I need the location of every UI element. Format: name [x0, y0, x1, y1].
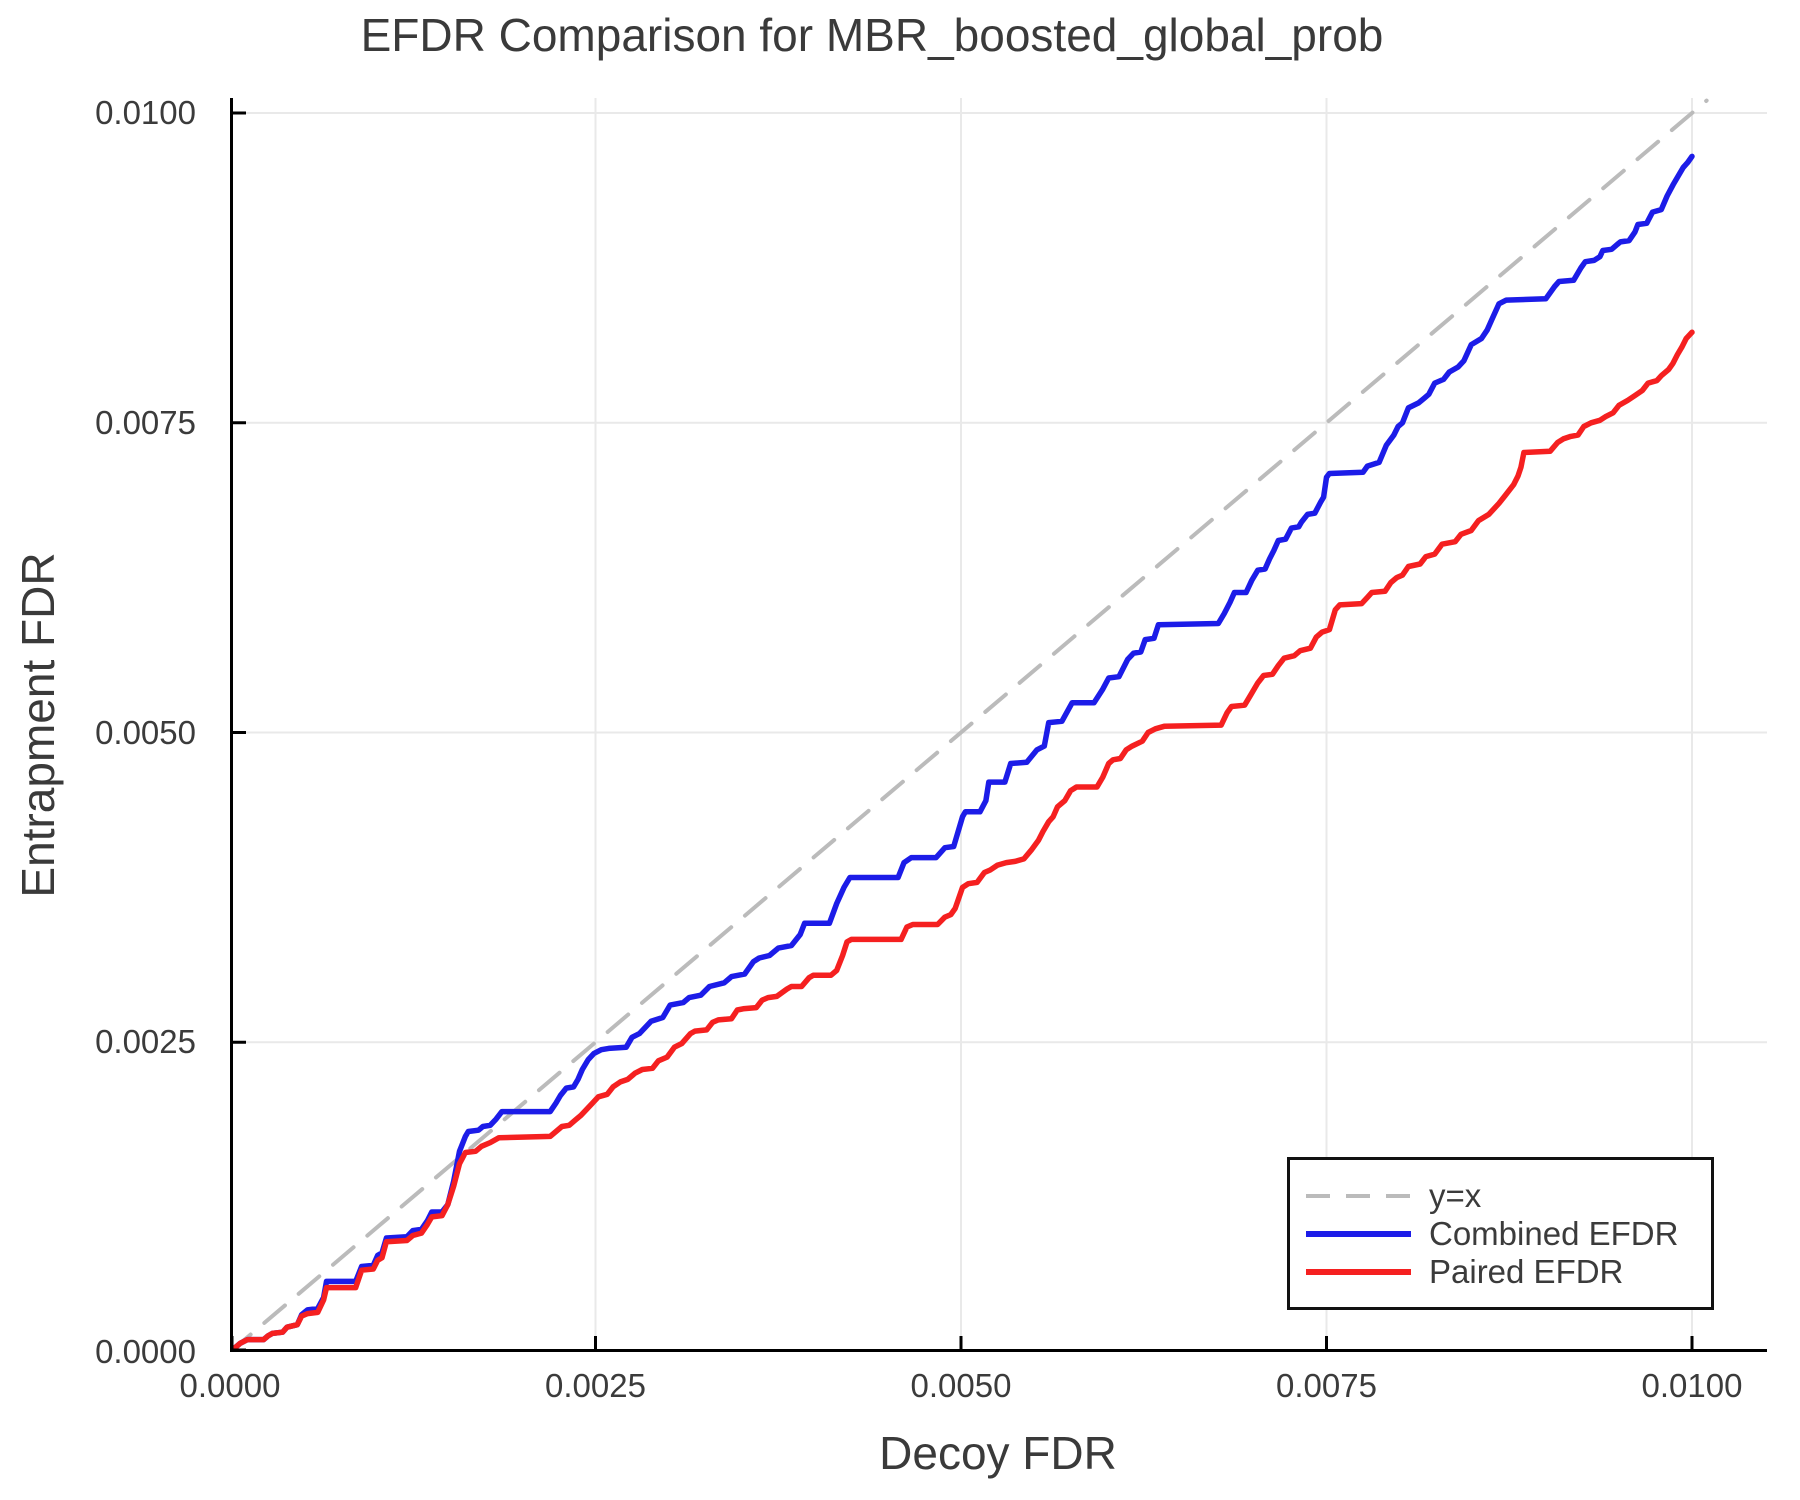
- legend-label-paired: Paired EFDR: [1429, 1253, 1624, 1290]
- x-tick-label-4: 0.0100: [1641, 1367, 1743, 1404]
- legend-entry-paired: Paired EFDR: [1306, 1253, 1711, 1291]
- plot-area: [230, 98, 1767, 1352]
- blue-line-sample-icon: [1306, 1231, 1411, 1237]
- x-axis-title: Decoy FDR: [879, 1427, 1117, 1479]
- x-tick-label-2: 0.0050: [910, 1367, 1012, 1404]
- red-line-sample-icon: [1306, 1269, 1411, 1275]
- y-tick-label-4: 0.0100: [95, 94, 196, 131]
- chart-title: EFDR Comparison for MBR_boosted_global_p…: [360, 9, 1384, 61]
- x-tick-label-0: 0.0000: [179, 1367, 281, 1404]
- x-tick-label-1: 0.0025: [545, 1367, 646, 1404]
- y-tick-label-0: 0.0000: [95, 1333, 196, 1370]
- legend-entry-yx: y=x: [1306, 1177, 1711, 1215]
- legend: y=x Combined EFDR Paired EFDR: [1287, 1157, 1714, 1310]
- y-tick-label-2: 0.0050: [95, 713, 196, 751]
- legend-entry-combined: Combined EFDR: [1306, 1215, 1711, 1253]
- legend-label-combined: Combined EFDR: [1429, 1215, 1679, 1252]
- x-tick-label-3: 0.0075: [1276, 1367, 1377, 1404]
- legend-label-yx: y=x: [1429, 1177, 1482, 1214]
- dashed-line-sample-icon: [1306, 1194, 1411, 1198]
- y-tick-label-3: 0.0075: [95, 403, 196, 441]
- y-tick-label-1: 0.0025: [95, 1023, 196, 1061]
